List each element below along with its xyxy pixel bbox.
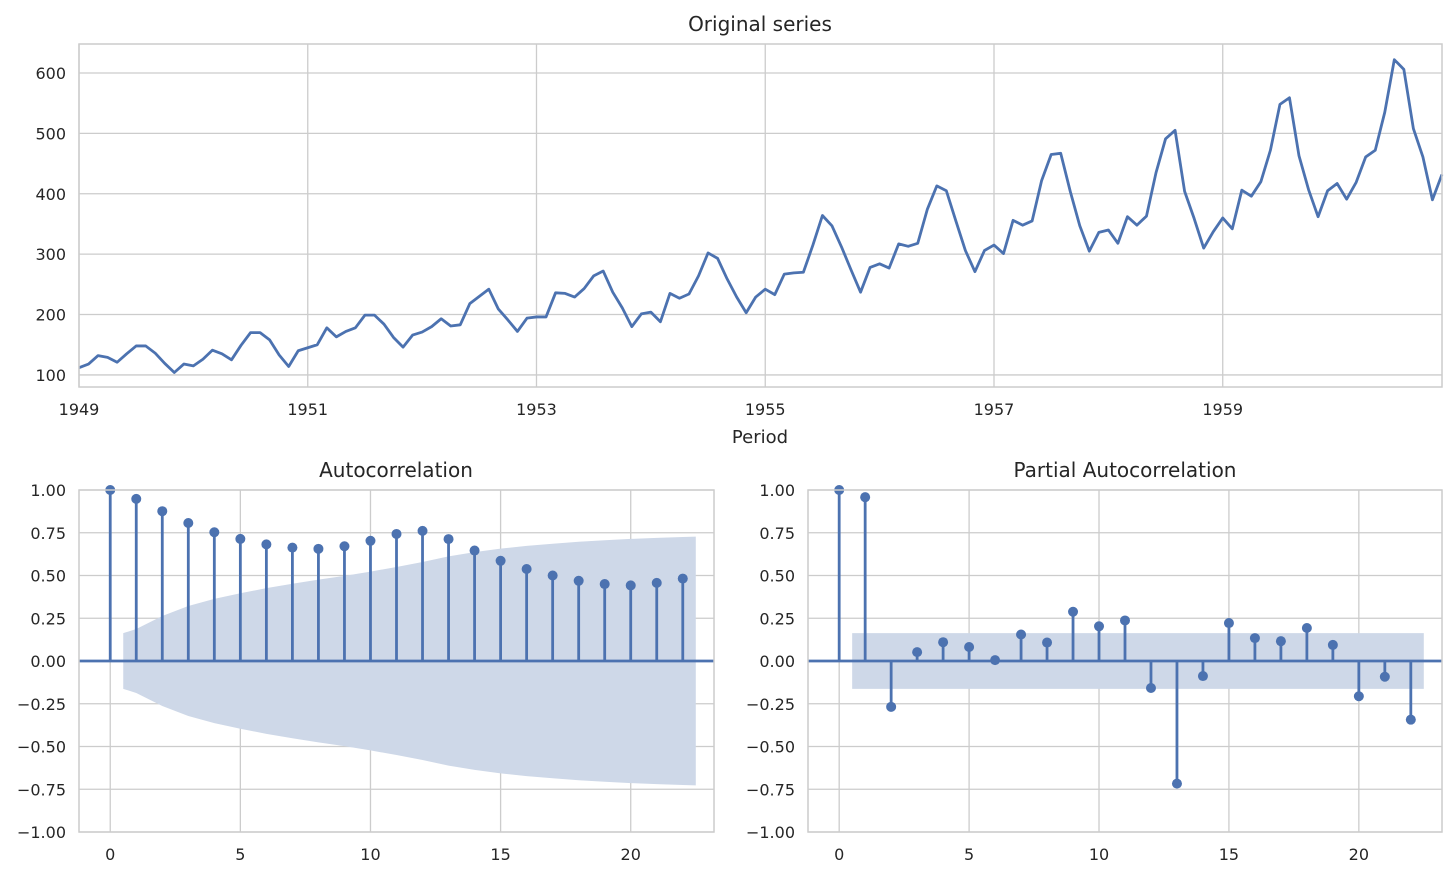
stem-marker bbox=[365, 535, 376, 546]
y-tick-label: 200 bbox=[35, 306, 66, 325]
stem-marker bbox=[261, 539, 272, 550]
y-tick-label: −0.25 bbox=[17, 695, 66, 714]
acf-panel: 0 5 10 15 20 −1.00 −0.75 −0.50 −0.25 0.00 0.25 0.50… bbox=[17, 458, 715, 864]
stem-marker bbox=[990, 655, 1001, 666]
x-tick-label: 20 bbox=[621, 845, 641, 864]
axes-frame bbox=[807, 489, 1443, 833]
stem-marker bbox=[417, 525, 428, 536]
x-tick-label: 1949 bbox=[59, 400, 100, 419]
stem-marker bbox=[1197, 671, 1208, 682]
x-tick-label: 20 bbox=[1349, 845, 1369, 864]
stem-marker bbox=[886, 701, 897, 712]
stem-marker bbox=[1171, 778, 1182, 789]
stem-marker bbox=[1327, 639, 1338, 650]
x-tick-label: 0 bbox=[105, 845, 115, 864]
y-tick-label: 0.25 bbox=[759, 609, 795, 628]
stem-marker bbox=[391, 528, 402, 539]
stem-marker bbox=[183, 518, 194, 529]
stem-marker bbox=[1223, 618, 1234, 629]
y-tick-label: −0.75 bbox=[17, 780, 66, 799]
stem-marker bbox=[1405, 714, 1416, 725]
axes-frame bbox=[78, 43, 1443, 388]
stem-marker bbox=[1120, 615, 1130, 626]
y-tick-label: 0.75 bbox=[30, 524, 66, 543]
x-tick-label: 15 bbox=[1219, 845, 1239, 864]
series-line bbox=[78, 58, 1444, 374]
stem-marker bbox=[1275, 636, 1286, 647]
pacf-title: Partial Autocorrelation bbox=[1014, 458, 1237, 482]
stem-marker bbox=[1301, 622, 1312, 633]
stem-marker bbox=[1042, 637, 1053, 648]
y-tick-label: 400 bbox=[35, 185, 66, 204]
y-tick-label: −0.25 bbox=[746, 695, 795, 714]
axes-frame bbox=[78, 489, 715, 833]
stem-marker bbox=[131, 493, 142, 504]
stem-marker bbox=[469, 545, 480, 556]
y-tick-label: −1.00 bbox=[746, 823, 795, 842]
original-series-panel: 1949 1951 1953 1955 1957 1959 100 200 300 400 500 6… bbox=[35, 12, 1444, 448]
stem-marker bbox=[964, 641, 975, 652]
x-tick-label: 10 bbox=[1089, 845, 1109, 864]
stem-marker bbox=[1249, 633, 1260, 644]
y-tick-label: 0.25 bbox=[30, 609, 66, 628]
stem-marker bbox=[599, 579, 610, 590]
x-tick-label: 1951 bbox=[287, 400, 328, 419]
y-tick-label: 0.50 bbox=[759, 567, 795, 586]
stem-marker bbox=[1016, 629, 1027, 640]
y-tick-label: 300 bbox=[35, 245, 66, 264]
pacf-panel: 0 5 10 15 20 −1.00 −0.75 −0.50 −0.25 0.00 0.25 0.50… bbox=[746, 458, 1443, 864]
stem-marker bbox=[313, 543, 324, 554]
y-tick-label: 1.00 bbox=[30, 481, 66, 500]
stem-marker bbox=[1094, 621, 1105, 632]
x-tick-label: 5 bbox=[964, 845, 974, 864]
stem-marker bbox=[1379, 671, 1390, 682]
y-tick-label: 0.75 bbox=[759, 524, 795, 543]
stem-marker bbox=[521, 564, 532, 575]
y-tick-label: −0.75 bbox=[746, 780, 795, 799]
original-series-title: Original series bbox=[688, 12, 832, 36]
y-tick-label: 500 bbox=[35, 124, 66, 143]
stem-marker bbox=[860, 492, 871, 503]
y-tick-label: −1.00 bbox=[17, 823, 66, 842]
x-tick-label: 10 bbox=[360, 845, 380, 864]
stem-marker bbox=[287, 542, 298, 553]
y-tick-label: 600 bbox=[35, 64, 66, 83]
x-tick-label: 0 bbox=[834, 845, 844, 864]
stem-marker bbox=[573, 575, 584, 586]
x-tick-label: 1959 bbox=[1202, 400, 1243, 419]
x-tick-label: 15 bbox=[490, 845, 510, 864]
acf-title: Autocorrelation bbox=[319, 458, 473, 482]
stem-marker bbox=[912, 647, 923, 658]
stem-marker bbox=[235, 533, 246, 544]
stem-marker bbox=[547, 570, 558, 581]
stem-marker bbox=[625, 580, 636, 591]
y-tick-label: 1.00 bbox=[759, 481, 795, 500]
stem-marker bbox=[938, 637, 949, 648]
stem-marker bbox=[1145, 683, 1156, 694]
stem-marker bbox=[339, 541, 350, 552]
stem-marker bbox=[209, 527, 220, 538]
y-tick-label: 0.00 bbox=[759, 652, 795, 671]
original-series-xlabel: Period bbox=[732, 427, 788, 448]
x-tick-label: 1957 bbox=[974, 400, 1015, 419]
x-tick-label: 1953 bbox=[516, 400, 557, 419]
stem-marker bbox=[1353, 691, 1364, 702]
y-tick-label: 100 bbox=[35, 366, 66, 385]
stem-marker bbox=[677, 573, 688, 584]
y-tick-label: 0.50 bbox=[30, 567, 66, 586]
x-tick-label: 1955 bbox=[745, 400, 786, 419]
x-tick-label: 5 bbox=[235, 845, 245, 864]
stem-marker bbox=[495, 555, 506, 566]
y-tick-label: −0.50 bbox=[746, 738, 795, 757]
stem-marker bbox=[651, 577, 662, 588]
y-tick-label: −0.50 bbox=[17, 738, 66, 757]
stem-marker bbox=[1068, 606, 1079, 617]
stem-marker bbox=[443, 534, 454, 545]
y-tick-label: 0.00 bbox=[30, 652, 66, 671]
stem-marker bbox=[157, 506, 168, 517]
